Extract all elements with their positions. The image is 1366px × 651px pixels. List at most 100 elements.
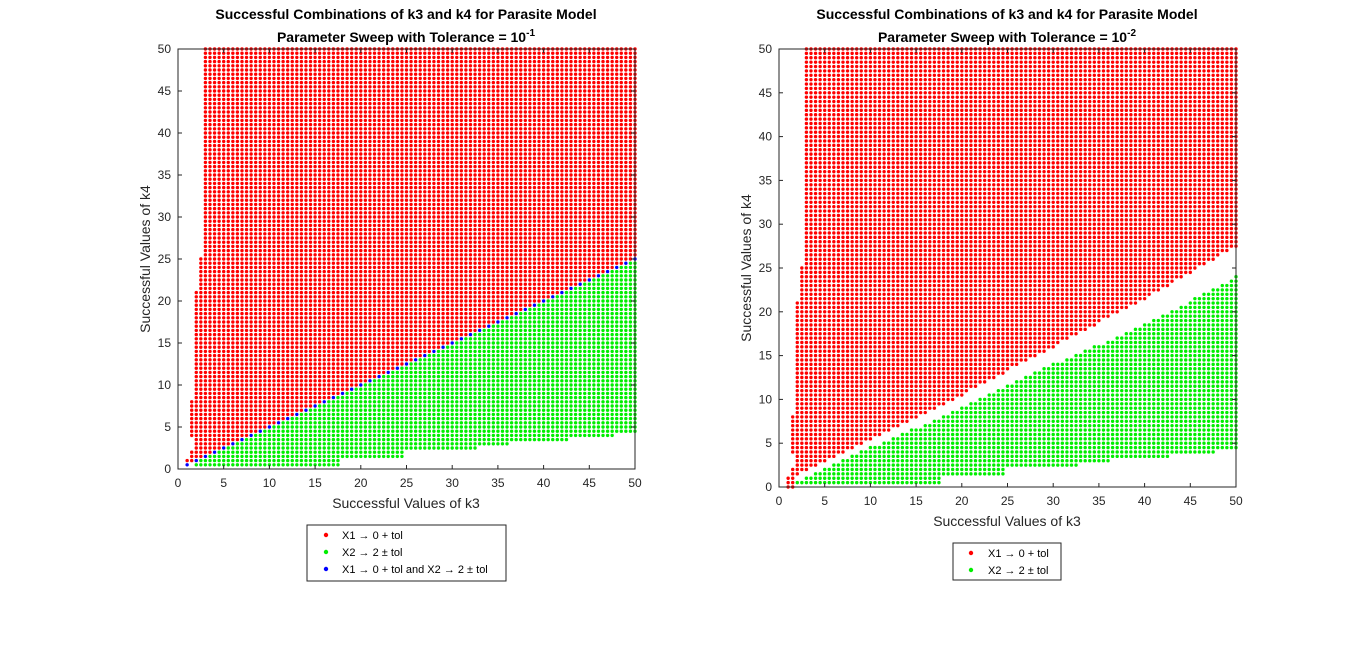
data-point (304, 173, 308, 177)
data-point (413, 215, 418, 219)
data-point (372, 282, 377, 286)
data-point (404, 362, 409, 366)
data-point (377, 110, 381, 114)
data-point (336, 59, 340, 64)
data-point (331, 362, 336, 366)
data-point (258, 202, 262, 207)
data-point (386, 211, 390, 215)
data-point (199, 425, 203, 429)
data-point (423, 337, 427, 341)
data-point (249, 446, 253, 450)
data-point (418, 379, 422, 383)
data-point (253, 198, 258, 202)
data-point (276, 202, 281, 207)
data-point (240, 106, 244, 110)
data-point (381, 404, 386, 408)
data-point (222, 316, 226, 320)
data-point (299, 269, 304, 274)
data-point (272, 362, 276, 366)
data-point (203, 152, 208, 156)
data-point (413, 181, 418, 186)
data-point (313, 320, 317, 324)
data-point (203, 412, 208, 417)
data-point (386, 374, 390, 379)
data-point (400, 387, 404, 391)
data-point (354, 295, 358, 299)
data-point (222, 332, 226, 337)
data-point (391, 265, 395, 270)
data-point (377, 282, 381, 286)
data-point (295, 72, 299, 76)
data-point (340, 118, 345, 123)
data-point (217, 240, 221, 244)
data-point (272, 236, 276, 240)
data-point (395, 202, 400, 207)
data-point (276, 219, 281, 223)
data-point (244, 248, 249, 253)
data-point (427, 421, 432, 425)
data-point (336, 240, 340, 244)
data-point (423, 59, 427, 64)
data-point (331, 232, 336, 236)
data-point (322, 437, 326, 442)
data-point (331, 173, 336, 177)
data-point (258, 236, 262, 240)
data-point (354, 429, 358, 433)
data-point (377, 223, 381, 228)
data-point (249, 160, 253, 165)
data-point (272, 139, 276, 144)
data-point (322, 265, 326, 270)
data-point (240, 139, 244, 144)
data-point (322, 341, 326, 345)
data-point (267, 64, 272, 68)
data-point (327, 55, 331, 60)
data-point (304, 253, 308, 257)
data-point (372, 114, 377, 118)
data-point (304, 76, 308, 81)
data-point (336, 307, 340, 312)
data-point (313, 307, 317, 312)
data-point (377, 85, 381, 89)
data-point (290, 139, 294, 144)
data-point (418, 160, 422, 165)
data-point (240, 383, 244, 387)
data-point (340, 265, 345, 270)
data-point (276, 64, 281, 68)
data-point (258, 89, 262, 93)
data-point (285, 143, 290, 148)
data-point (249, 391, 253, 396)
data-point (377, 454, 381, 459)
data-point (267, 135, 272, 139)
data-point (240, 173, 244, 177)
data-point (340, 320, 345, 324)
data-point (249, 211, 253, 215)
data-point (404, 425, 409, 429)
data-point (267, 156, 272, 160)
data-point (249, 177, 253, 181)
data-point (418, 370, 422, 375)
data-point (368, 181, 372, 186)
data-point (363, 320, 368, 324)
data-point (409, 143, 413, 148)
data-point (391, 219, 395, 223)
data-point (212, 358, 217, 362)
data-point (281, 295, 285, 299)
data-point (381, 433, 386, 438)
data-point (322, 362, 326, 366)
data-point (253, 429, 258, 433)
data-point (381, 148, 386, 152)
data-point (409, 118, 413, 123)
data-point (400, 257, 404, 261)
data-point (267, 232, 272, 236)
data-point (285, 101, 290, 106)
data-point (372, 173, 377, 177)
data-point (423, 311, 427, 316)
data-point (340, 148, 345, 152)
data-point (222, 89, 226, 93)
data-point (212, 211, 217, 215)
data-point (258, 345, 262, 349)
data-point (423, 299, 427, 303)
data-point (354, 286, 358, 291)
data-point (386, 206, 390, 211)
data-point (231, 278, 235, 282)
